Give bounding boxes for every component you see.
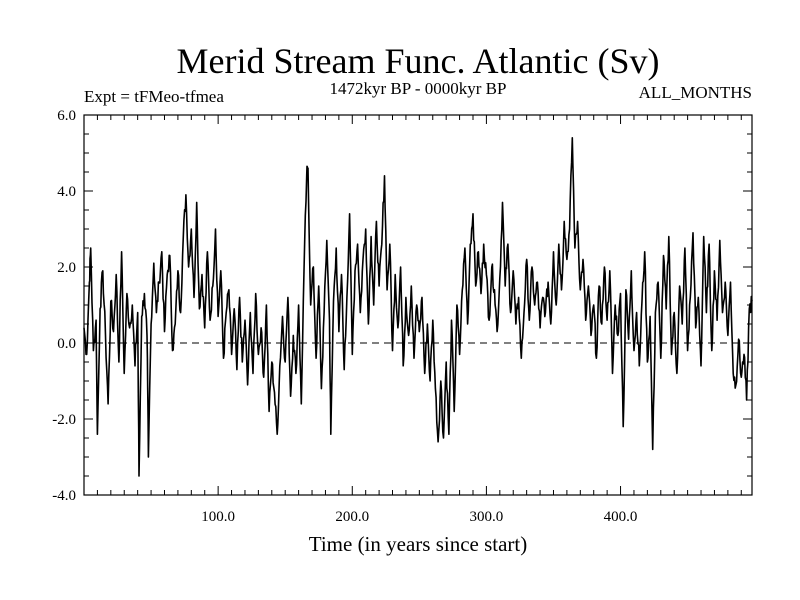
x-tick-label: 100.0 xyxy=(201,509,235,525)
y-tick-label: 4.0 xyxy=(57,184,76,200)
x-axis: 100.0 200.0 300.0 400.0 xyxy=(96,115,742,525)
y-tick-label: -4.0 xyxy=(52,488,76,504)
x-tick-label: 300.0 xyxy=(470,509,504,525)
chart-title: Merid Stream Func. Atlantic (Sv) xyxy=(177,41,660,81)
y-tick-label: 6.0 xyxy=(57,108,76,124)
x-axis-label: Time (in years since start) xyxy=(309,532,528,556)
y-tick-label: 0.0 xyxy=(57,336,76,352)
series-line xyxy=(83,137,753,477)
y-tick-label: 2.0 xyxy=(57,260,76,276)
time-range-label: 1472kyr BP - 0000kyr BP xyxy=(330,79,507,98)
x-tick-label: 400.0 xyxy=(604,509,638,525)
experiment-label: Expt = tFMeo-tfmea xyxy=(84,87,224,106)
months-label: ALL_MONTHS xyxy=(639,83,752,102)
y-tick-label: -2.0 xyxy=(52,412,76,428)
x-tick-label: 200.0 xyxy=(335,509,369,525)
